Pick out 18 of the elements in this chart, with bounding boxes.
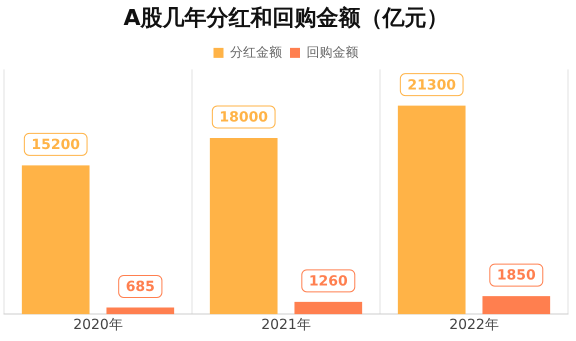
bar [22,165,90,314]
data-label: 21300 [407,77,456,94]
data-label: 1850 [496,268,536,284]
x-tick-label: 2022年 [449,317,499,334]
data-label: 18000 [219,110,268,126]
data-label: 685 [126,279,155,296]
x-tick-label: 2021年 [261,317,311,334]
legend-label: 回购金额 [306,45,358,60]
x-tick-label: 2020年 [73,317,123,334]
legend-label: 分红金额 [230,45,282,60]
bar [294,302,362,314]
data-label: 1260 [308,274,348,290]
data-label: 15200 [31,137,80,153]
bar [398,106,466,314]
bar [106,307,174,314]
bar [482,296,550,314]
chart-title: A股几年分红和回购金额（亿元） [123,4,449,31]
bar [210,138,278,314]
